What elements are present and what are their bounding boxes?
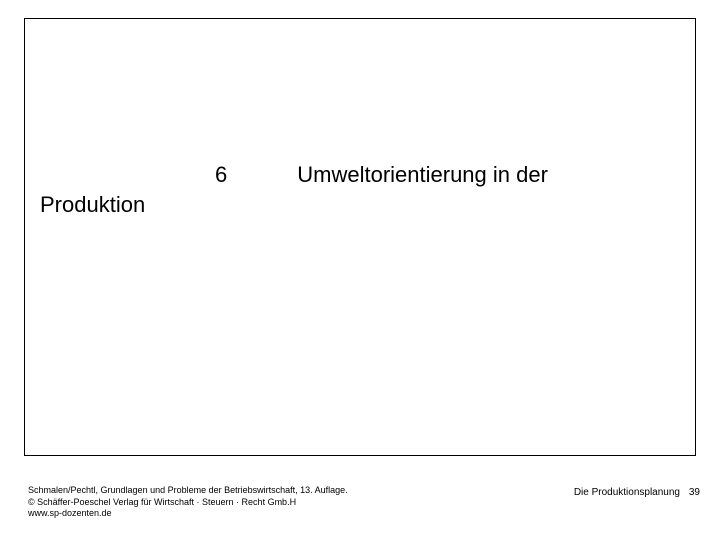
heading-number: 6: [215, 160, 227, 190]
footer-line2: © Schäffer-Poeschel Verlag für Wirtschaf…: [28, 497, 348, 509]
heading-line2: Produktion: [40, 192, 145, 217]
footer-citation: Schmalen/Pechtl, Grundlagen und Probleme…: [28, 485, 348, 520]
footer-line1: Schmalen/Pechtl, Grundlagen und Probleme…: [28, 485, 348, 497]
footer-line3: www.sp-dozenten.de: [28, 508, 348, 520]
footer-section-title: Die Produktionsplanung: [574, 487, 680, 498]
heading-line1: Umweltorientierung in der: [297, 162, 548, 187]
page-number: 39: [689, 487, 700, 498]
heading-block: 6 Umweltorientierung in der Produktion: [40, 160, 660, 219]
slide: 6 Umweltorientierung in der Produktion Sc…: [0, 0, 720, 540]
slide-frame: [24, 18, 696, 456]
